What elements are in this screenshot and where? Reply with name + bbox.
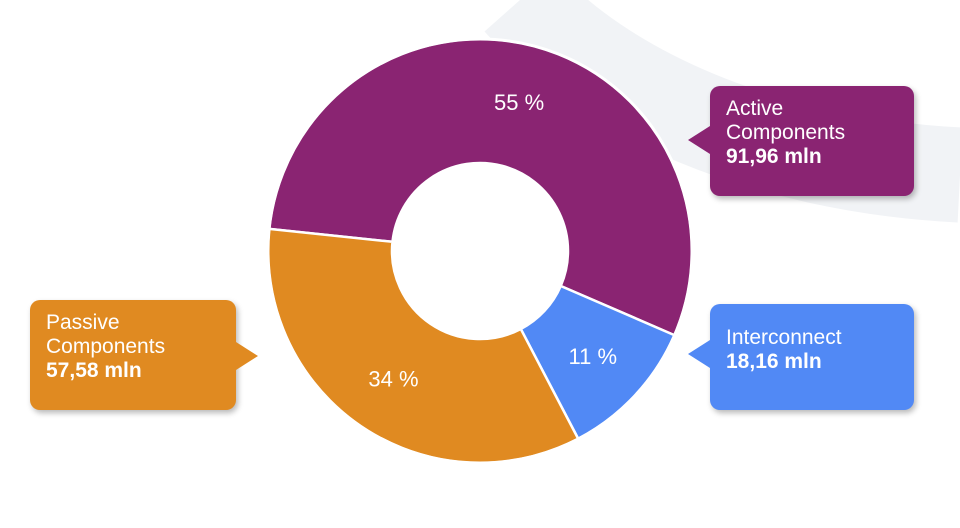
callout-pointer: [236, 342, 258, 370]
callout-label: Components: [726, 121, 846, 144]
slice-percent-label: 55 %: [494, 90, 544, 115]
slice-percent-label: 34 %: [368, 366, 418, 391]
callout-value: 18,16 mln: [726, 350, 822, 373]
callout-label: Active: [726, 97, 784, 120]
slice-percent-label: 11 %: [569, 344, 618, 369]
donut-outline: [266, 37, 694, 465]
callout-interconnect: Interconnect 18,16 mln: [688, 304, 914, 410]
callout-active-components: Active Components 91,96 mln: [688, 86, 914, 196]
callout-value: 57,58 mln: [46, 359, 142, 382]
callout-pointer: [688, 126, 710, 154]
callout-passive-components: Passive Components 57,58 mln: [30, 300, 258, 410]
callout-label: Components: [46, 335, 166, 358]
callout-label: Interconnect: [726, 326, 842, 349]
callout-value: 91,96 mln: [726, 145, 822, 168]
callout-label: Passive: [46, 311, 120, 334]
callout-pointer: [688, 340, 710, 368]
